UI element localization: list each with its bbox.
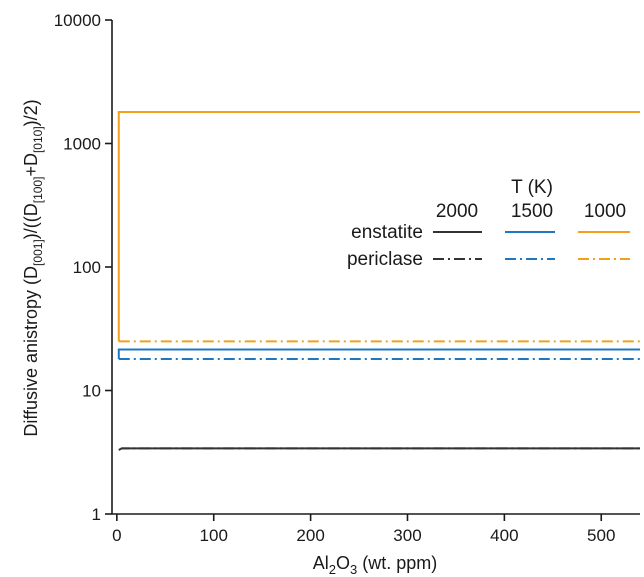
series-line-enstatite-1500	[117, 348, 640, 359]
legend-column-2000: 2000	[436, 201, 478, 222]
axes: 1 10 100 1000 10000 0 100 200 300 400 500	[54, 11, 640, 545]
legend-title: T (K)	[511, 177, 553, 198]
legend-column-1500: 1500	[511, 201, 553, 222]
legend-column-1000: 1000	[584, 201, 626, 222]
legend-row-enstatite: enstatite	[351, 222, 423, 243]
series-line-periclase-2000	[118, 447, 640, 451]
y-tick-label: 1000	[63, 135, 101, 154]
y-tick-label: 10	[82, 382, 101, 401]
y-tick-label: 10000	[54, 11, 101, 30]
legend-row-periclase: periclase	[347, 249, 423, 270]
x-tick-label: 0	[112, 526, 121, 545]
x-axis-label: Al2O3 (wt. ppm)	[313, 553, 438, 577]
y-tick-label: 1	[92, 505, 101, 524]
y-tick-label: 100	[73, 258, 101, 277]
x-tick-label: 200	[296, 526, 324, 545]
x-tick-label: 500	[587, 526, 615, 545]
x-tick-label: 400	[490, 526, 518, 545]
series-layer	[117, 110, 640, 451]
x-tick-label: 300	[393, 526, 421, 545]
legend: T (K) 2000 1500 1000 enstatite periclase	[347, 177, 630, 270]
x-tick-label: 100	[200, 526, 228, 545]
series-line-enstatite-1000	[117, 110, 640, 342]
y-axis-label: Diffusive anistropy (D[001])/((D[100]+D[…	[21, 99, 45, 436]
